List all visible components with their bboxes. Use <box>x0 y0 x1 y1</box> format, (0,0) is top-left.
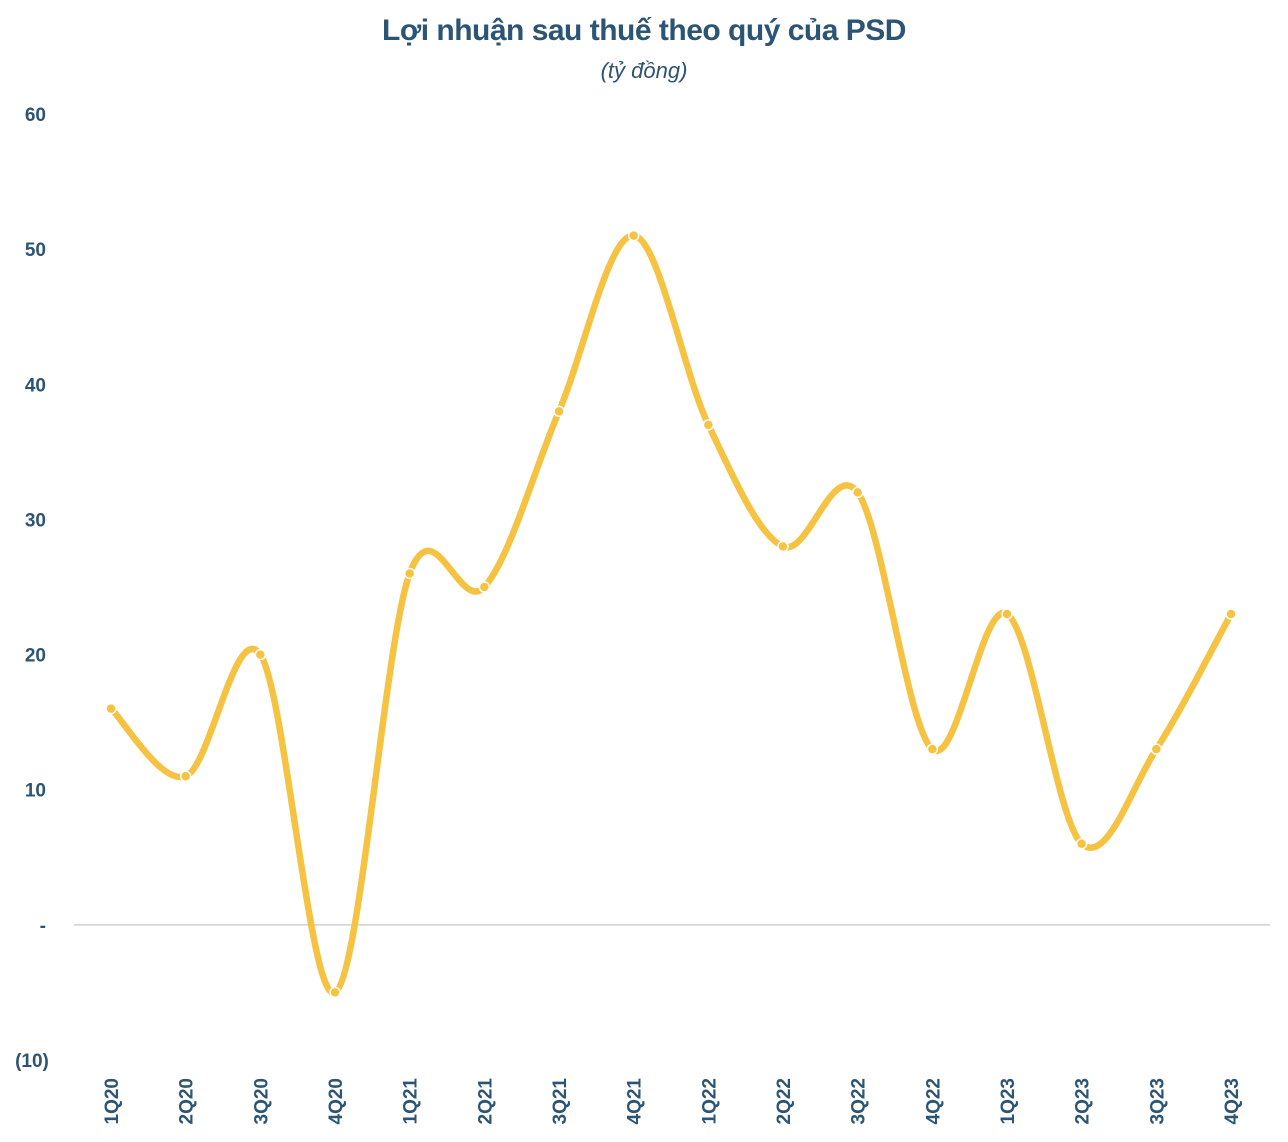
data-point-2Q23 <box>1075 838 1088 850</box>
data-point-1Q21 <box>403 567 416 580</box>
x-tick-label: 1Q21 <box>401 1078 422 1125</box>
y-tick-label: 30 <box>25 510 46 531</box>
data-point-4Q20 <box>329 986 341 999</box>
x-tick-label: 4Q20 <box>326 1078 347 1124</box>
x-tick-label: 4Q21 <box>625 1078 646 1125</box>
series-line <box>107 232 1235 996</box>
y-tick-label: 50 <box>25 240 46 261</box>
data-point-1Q23 <box>1001 608 1013 620</box>
x-axis-labels: 1Q20 2Q20 3Q20 4Q20 1Q21 2Q21 3Q21 4Q21 1Q22 2Q22… <box>102 1078 1243 1125</box>
data-points <box>105 229 1237 999</box>
x-tick-label: 1Q20 <box>102 1078 123 1124</box>
data-point-2Q20 <box>179 770 192 782</box>
x-tick-label: 3Q22 <box>849 1078 870 1124</box>
x-tick-label: 2Q23 <box>1073 1078 1094 1124</box>
x-tick-label: 1Q22 <box>699 1078 720 1124</box>
y-tick-label: 10 <box>25 781 46 802</box>
x-tick-label: 4Q22 <box>923 1078 944 1124</box>
y-tick-label: (10) <box>15 1051 49 1072</box>
data-point-3Q20 <box>254 648 267 661</box>
x-tick-label: 2Q22 <box>774 1078 795 1124</box>
data-point-2Q21 <box>478 581 491 593</box>
y-tick-label: 20 <box>25 646 46 667</box>
y-tick-label: 60 <box>25 105 46 126</box>
data-point-4Q22 <box>926 743 939 755</box>
data-point-3Q23 <box>1150 743 1163 755</box>
y-tick-label: - <box>40 916 46 937</box>
chart-subtitle: (tỷ đồng) <box>600 58 688 83</box>
x-tick-label: 3Q20 <box>251 1078 272 1124</box>
data-point-3Q21 <box>553 405 565 418</box>
y-axis-labels: (10) - 10 20 30 40 50 60 <box>15 105 49 1072</box>
data-point-4Q21 <box>627 229 640 242</box>
x-tick-label: 2Q20 <box>177 1078 198 1124</box>
x-tick-label: 3Q23 <box>1147 1078 1168 1124</box>
y-tick-label: 40 <box>25 375 46 396</box>
data-point-1Q22 <box>702 419 715 431</box>
data-point-4Q23 <box>1225 608 1237 620</box>
x-tick-label: 1Q23 <box>998 1078 1019 1124</box>
chart-title: Lợi nhuận sau thuế theo quý của PSD <box>382 14 906 47</box>
data-point-2Q22 <box>777 540 789 553</box>
x-tick-label: 3Q21 <box>550 1078 571 1125</box>
x-tick-label: 4Q23 <box>1222 1078 1243 1124</box>
data-point-1Q20 <box>105 702 117 715</box>
x-tick-label: 2Q21 <box>475 1078 496 1125</box>
data-point-3Q22 <box>851 486 864 499</box>
